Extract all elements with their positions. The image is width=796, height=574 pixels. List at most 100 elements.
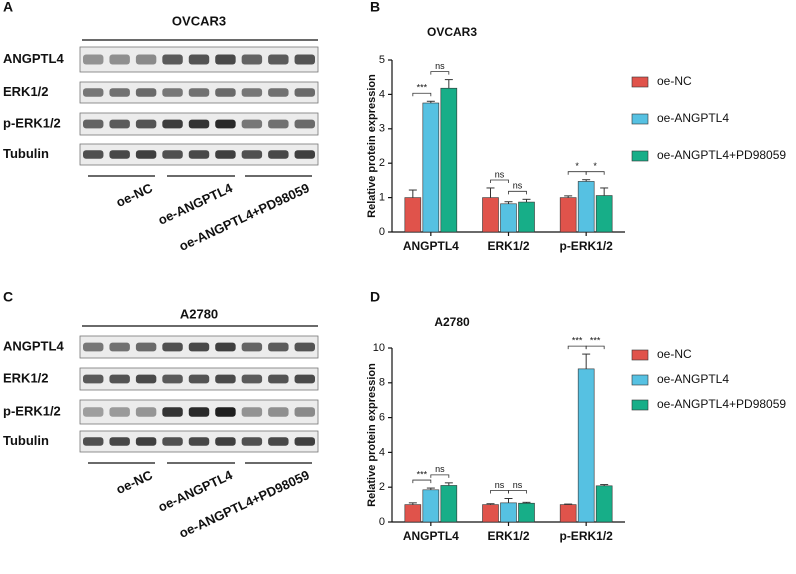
significance-label: ns bbox=[435, 61, 445, 71]
blot-band bbox=[188, 374, 210, 384]
blot-band bbox=[268, 88, 289, 97]
blot-band bbox=[109, 407, 130, 417]
blot-band bbox=[215, 54, 236, 65]
legend-swatch bbox=[631, 374, 649, 386]
blot-band bbox=[83, 342, 104, 352]
significance-label: ns bbox=[435, 464, 445, 474]
panel-letter: A bbox=[3, 0, 13, 15]
y-tick-label: 0 bbox=[379, 516, 385, 528]
significance-bracket bbox=[490, 490, 509, 494]
error-bar bbox=[522, 501, 531, 504]
blot-band bbox=[162, 407, 183, 417]
significance-label: *** bbox=[417, 83, 428, 93]
significance-bracket bbox=[490, 179, 509, 183]
blot-band bbox=[241, 119, 263, 129]
blot-band bbox=[162, 54, 183, 65]
blot-band bbox=[241, 374, 263, 384]
bar bbox=[559, 197, 577, 233]
legend-label: oe-ANGPTL4+PD98059 bbox=[657, 148, 786, 162]
group-label: oe-NC bbox=[114, 467, 156, 497]
blot-band bbox=[215, 407, 236, 417]
significance-label: * bbox=[575, 161, 579, 171]
blot-band bbox=[162, 119, 183, 129]
blot-band bbox=[135, 437, 157, 446]
y-tick-label: 10 bbox=[373, 342, 385, 354]
cell-line-title: OVCAR3 bbox=[172, 13, 226, 28]
blot-row-label: ANGPTL4 bbox=[3, 338, 64, 353]
blot-band bbox=[109, 88, 130, 97]
blot-band bbox=[215, 119, 236, 129]
y-axis-label: Relative protein expression bbox=[366, 363, 378, 507]
blot-row-label: ERK1/2 bbox=[3, 370, 49, 385]
significance-label: *** bbox=[590, 335, 601, 345]
legend-label: oe-ANGPTL4 bbox=[657, 111, 729, 125]
y-tick-label: 8 bbox=[379, 377, 385, 389]
blot-band bbox=[162, 88, 183, 97]
blot-band bbox=[83, 407, 104, 417]
legend-label: oe-ANGPTL4+PD98059 bbox=[657, 397, 786, 411]
blot-band bbox=[241, 437, 263, 446]
y-axis-label: Relative protein expression bbox=[366, 74, 378, 218]
y-tick-label: 4 bbox=[379, 88, 385, 100]
bar bbox=[440, 87, 458, 233]
y-tick-label: 3 bbox=[379, 123, 385, 135]
blot-band bbox=[135, 407, 157, 417]
bar bbox=[404, 197, 422, 233]
significance-label: ns bbox=[513, 181, 523, 191]
group-label: oe-ANGPTL4+PD98059 bbox=[177, 180, 312, 254]
x-tick-label: ANGPTL4 bbox=[403, 239, 459, 253]
significance-label: *** bbox=[572, 335, 583, 345]
blot-row-label: Tubulin bbox=[3, 433, 49, 448]
y-tick-label: 2 bbox=[379, 481, 385, 493]
blot-band bbox=[241, 407, 263, 417]
error-bar bbox=[582, 179, 591, 182]
legend-label: oe-NC bbox=[657, 347, 692, 361]
y-tick-label: 0 bbox=[379, 226, 385, 238]
panel-letter: B bbox=[370, 0, 380, 15]
blot-band bbox=[215, 374, 236, 384]
error-bar bbox=[444, 482, 453, 486]
error-bar bbox=[564, 503, 573, 505]
bar bbox=[577, 181, 595, 233]
blot-band bbox=[83, 54, 104, 65]
blot-band bbox=[268, 54, 289, 65]
significance-bracket bbox=[412, 92, 432, 97]
blot-band bbox=[188, 407, 210, 417]
blot-row-label: ERK1/2 bbox=[3, 84, 49, 99]
x-tick-label: p-ERK1/2 bbox=[559, 239, 613, 253]
blot-band bbox=[135, 150, 157, 159]
blot-band bbox=[215, 150, 236, 159]
blot-band bbox=[109, 342, 130, 352]
significance-bracket bbox=[430, 71, 450, 75]
significance-bracket bbox=[567, 171, 587, 175]
significance-label: * bbox=[593, 161, 597, 171]
y-tick-label: 2 bbox=[379, 157, 385, 169]
bar bbox=[500, 502, 517, 523]
blot-band bbox=[241, 88, 263, 97]
panel-letter: D bbox=[370, 289, 380, 305]
significance-label: ns bbox=[495, 169, 505, 179]
chart-title: A2780 bbox=[434, 315, 470, 329]
blot-row-label: p-ERK1/2 bbox=[3, 403, 61, 418]
error-bar bbox=[504, 498, 513, 503]
blot-band bbox=[241, 342, 263, 352]
blot-band bbox=[268, 119, 289, 129]
blot-band bbox=[83, 150, 104, 159]
x-tick-label: ERK1/2 bbox=[487, 529, 529, 543]
significance-bracket bbox=[430, 474, 450, 478]
y-tick-label: 1 bbox=[379, 192, 385, 204]
blot-band bbox=[109, 54, 130, 65]
error-bar bbox=[522, 198, 531, 203]
blot-band bbox=[109, 119, 130, 129]
blot-band bbox=[268, 342, 289, 352]
significance-bracket bbox=[567, 345, 587, 350]
error-bar bbox=[444, 79, 453, 89]
blot-band bbox=[294, 407, 315, 417]
significance-bracket bbox=[585, 171, 605, 175]
bar bbox=[518, 502, 535, 523]
blot-band bbox=[162, 374, 183, 384]
blot-row-label: ANGPTL4 bbox=[3, 51, 64, 66]
blot-band bbox=[188, 437, 210, 446]
error-bar bbox=[600, 484, 609, 486]
